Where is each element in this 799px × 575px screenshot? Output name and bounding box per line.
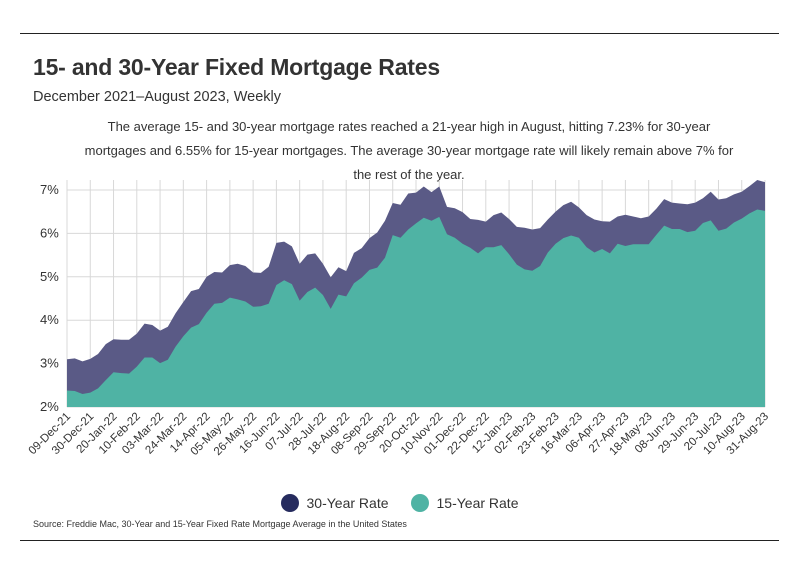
legend-item-15-year[interactable]: 15-Year Rate <box>410 494 519 512</box>
plot-areas <box>67 180 765 407</box>
y-axis-ticks: 2% 3% 4% 5% 6% 7% <box>40 182 59 414</box>
area-15-year-rate <box>67 209 765 407</box>
y-tick-label: 7% <box>40 182 59 197</box>
legend: 30-Year Rate 15-Year Rate <box>0 494 799 512</box>
legend-item-30-year[interactable]: 30-Year Rate <box>280 494 389 512</box>
bottom-rule <box>20 540 779 541</box>
legend-label-30-year: 30-Year Rate <box>306 495 389 511</box>
y-tick-label: 2% <box>40 399 59 414</box>
y-tick-label: 6% <box>40 225 59 240</box>
x-axis-ticks: 09-Dec-2130-Dec-2120-Jan-2210-Feb-2203-M… <box>27 411 771 458</box>
chart-title: 15- and 30-Year Fixed Mortgage Rates <box>33 54 440 80</box>
y-tick-label: 3% <box>40 356 59 371</box>
y-tick-label: 4% <box>40 312 59 327</box>
chart-subtitle: December 2021–August 2023, Weekly <box>33 89 281 105</box>
y-tick-label: 5% <box>40 269 59 284</box>
source-note: Source: Freddie Mac, 30-Year and 15-Year… <box>33 519 407 529</box>
legend-label-15-year: 15-Year Rate <box>436 495 519 511</box>
legend-swatch-30-year <box>280 494 299 512</box>
chart-note: The average 15- and 30-year mortgage rat… <box>84 119 734 182</box>
legend-swatch-15-year <box>410 494 429 512</box>
top-rule <box>20 33 779 34</box>
